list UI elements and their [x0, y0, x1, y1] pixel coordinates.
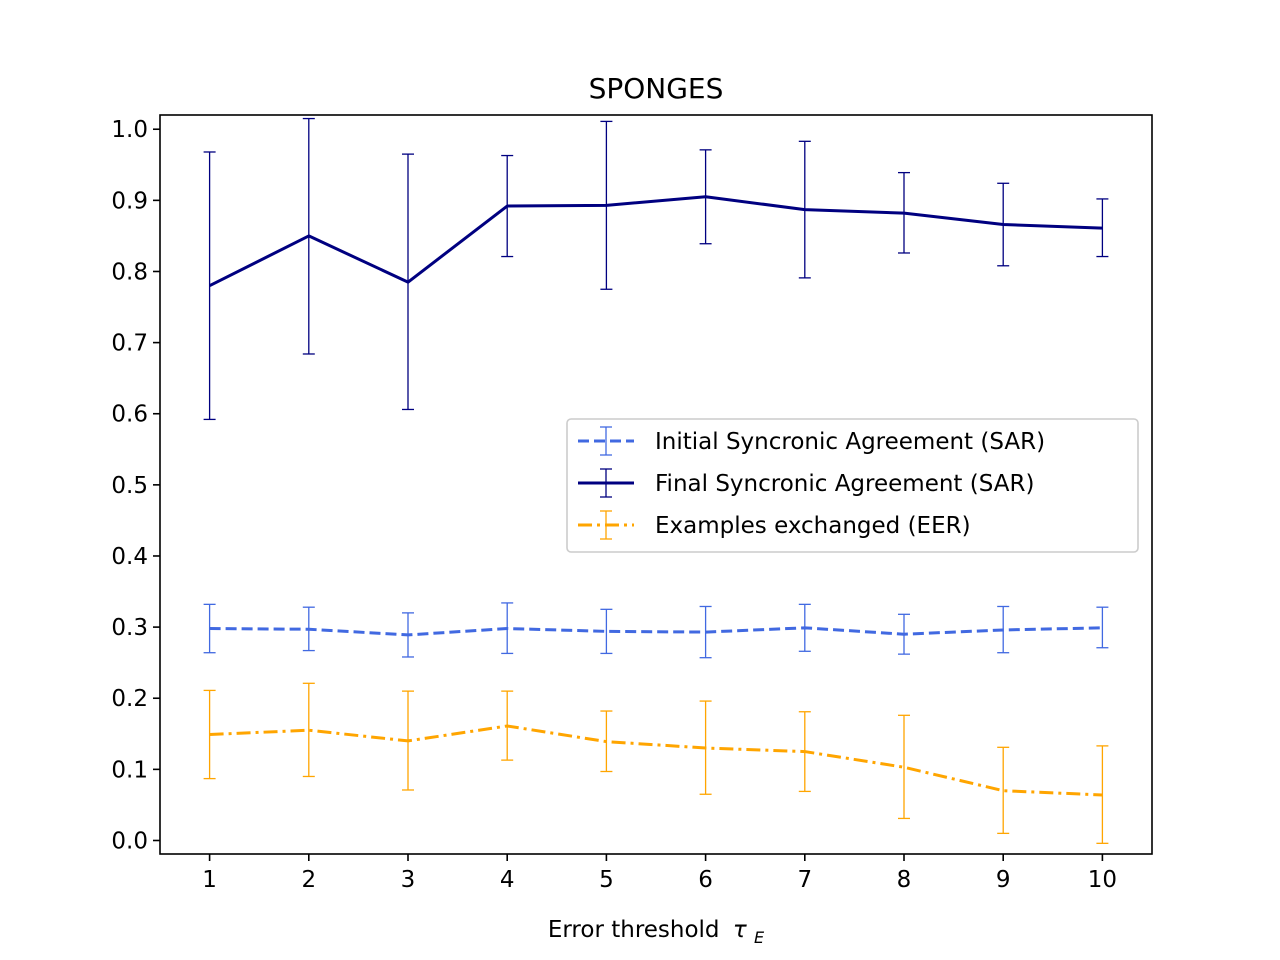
series-3 [203, 682, 1109, 844]
y-tick-label: 1.0 [111, 117, 148, 143]
x-tick-label: 5 [599, 867, 614, 893]
y-tick-label: 0.6 [111, 402, 148, 428]
y-tick-label: 0.4 [111, 544, 148, 570]
legend-label: Initial Syncronic Agreement (SAR) [655, 429, 1045, 455]
y-tick-label: 0.7 [111, 331, 148, 357]
legend-label: Final Syncronic Agreement (SAR) [655, 471, 1034, 497]
plot-area [203, 117, 1109, 844]
x-axis-label-subscript: E [754, 928, 765, 947]
legend-label: Examples exchanged (EER) [655, 513, 971, 539]
x-tick-label: 9 [996, 867, 1011, 893]
series-2 [203, 117, 1109, 421]
x-tick-label: 2 [301, 867, 316, 893]
x-tick-label: 3 [401, 867, 416, 893]
x-tick-label: 8 [897, 867, 912, 893]
x-tick-label: 4 [500, 867, 515, 893]
x-tick-label: 7 [797, 867, 812, 893]
y-tick-label: 0.8 [111, 259, 148, 285]
y-tick-label: 0.9 [111, 188, 148, 214]
y-tick-label: 0.5 [111, 473, 148, 499]
chart-title: SPONGES [589, 72, 724, 105]
legend: Initial Syncronic Agreement (SAR) Final S… [566, 418, 1139, 553]
legend-entry-2: Final Syncronic Agreement (SAR) [578, 468, 1034, 498]
x-axis: 1 2 3 4 5 6 7 8 9 10 [202, 854, 1117, 893]
series-line [209, 626, 1103, 637]
y-tick-label: 0.3 [111, 615, 148, 641]
x-axis-label-symbol: τ [733, 917, 747, 943]
x-tick-label: 10 [1088, 867, 1117, 893]
series-1 [203, 602, 1109, 659]
y-tick-label: 0.0 [111, 828, 148, 854]
y-tick-label: 0.2 [111, 686, 148, 712]
series-line [209, 724, 1103, 797]
y-axis: 0.0 0.1 0.2 0.3 0.4 0.5 0.6 0.7 0.8 0.9 1.0 [111, 117, 160, 854]
legend-entry-3: Examples exchanged (EER) [578, 510, 971, 540]
series-line [208, 195, 1103, 288]
x-tick-label: 1 [202, 867, 217, 893]
x-axis-label-text: Error threshold [548, 917, 720, 943]
legend-box [566, 418, 1139, 553]
x-axis-label: Error threshold τ E [548, 917, 765, 947]
legend-entry-1: Initial Syncronic Agreement (SAR) [578, 426, 1045, 456]
y-tick-label: 0.1 [111, 757, 148, 783]
x-tick-label: 6 [698, 867, 713, 893]
